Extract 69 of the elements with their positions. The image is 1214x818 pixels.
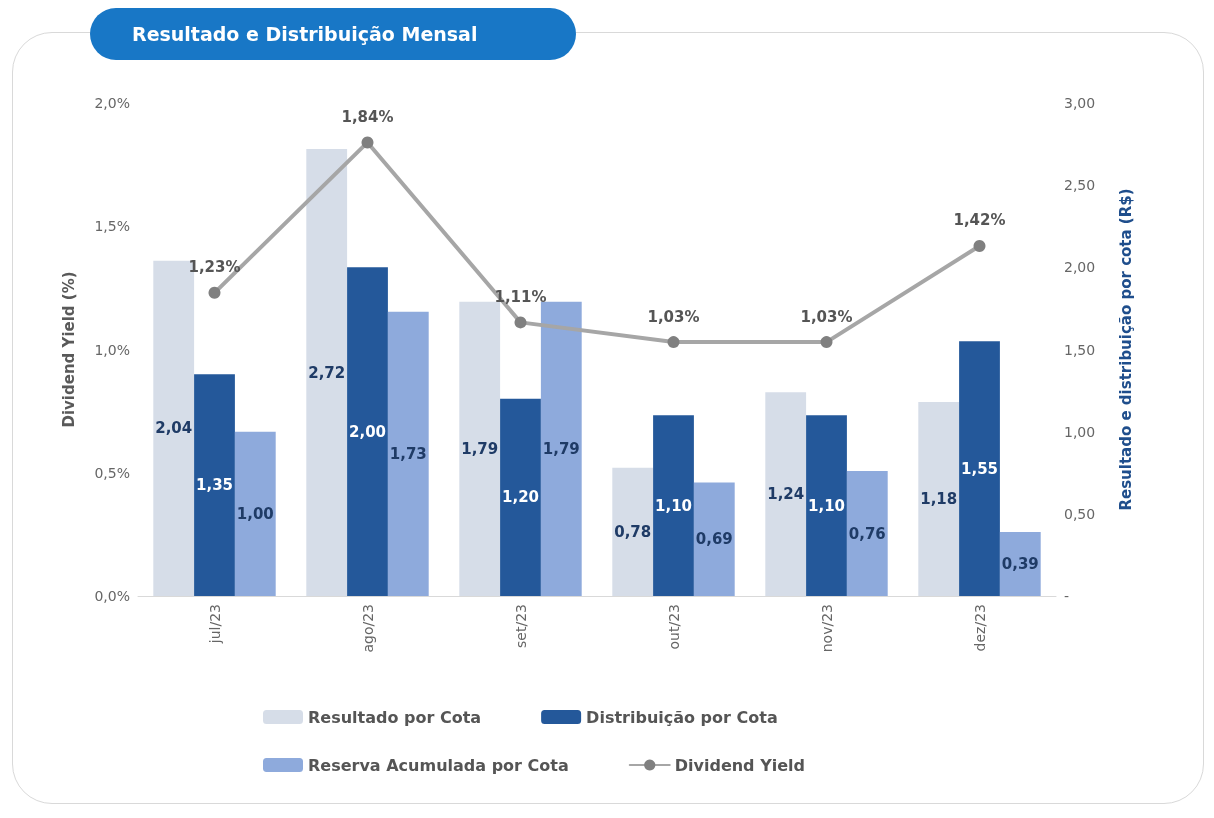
data-label: 2,72 — [308, 363, 346, 382]
x-tick-label: set/23 — [512, 604, 529, 648]
y-tick-label: 2,0% — [94, 95, 130, 111]
y2-tick-label: 2,00 — [1064, 259, 1096, 276]
y2-axis-title: Resultado e distribuição por cota (R$) — [1116, 188, 1135, 511]
x-tick-label: jul/23 — [206, 604, 223, 645]
x-tick-label: ago/23 — [359, 604, 376, 653]
data-label: 1,35 — [195, 476, 234, 495]
data-label: 1,73 — [389, 444, 427, 463]
x-tick-label: out/23 — [665, 604, 682, 650]
point — [361, 136, 374, 149]
y-tick-label: 1,0% — [94, 341, 130, 358]
bar — [846, 471, 888, 596]
legend-label: Resultado por Cota — [308, 707, 482, 727]
data-label: 1,00 — [236, 504, 274, 523]
data-label: 0,39 — [1001, 554, 1039, 573]
y2-tick-label: 1,50 — [1064, 341, 1096, 358]
data-label: 1,84% — [341, 107, 394, 126]
data-label: 1,10 — [807, 496, 846, 515]
point — [973, 239, 986, 252]
data-label: 1,11% — [494, 287, 547, 306]
bar — [765, 392, 807, 596]
data-label: 1,79 — [542, 439, 580, 458]
bar — [693, 482, 735, 596]
data-label: 1,42% — [953, 211, 1006, 230]
data-label: 1,24 — [767, 485, 805, 504]
bar — [387, 311, 429, 596]
data-label: 1,79 — [461, 439, 499, 458]
data-label: 1,03% — [800, 307, 853, 326]
data-label: 1,03% — [647, 307, 700, 326]
point — [514, 316, 527, 329]
y2-tick-label: 3,00 — [1064, 95, 1096, 111]
point — [820, 336, 833, 349]
bar — [918, 402, 960, 596]
data-label: 0,76 — [848, 524, 886, 543]
chart-title: Resultado e Distribuição Mensal — [90, 8, 576, 60]
legend-label: Reserva Acumulada por Cota — [308, 755, 569, 775]
data-label: 1,18 — [920, 490, 958, 509]
y-tick-label: 0,5% — [94, 464, 130, 481]
data-label: 2,04 — [155, 419, 193, 438]
data-label: 1,20 — [501, 488, 540, 507]
x-tick-label: dez/23 — [971, 604, 988, 652]
data-label: 2,00 — [348, 422, 387, 441]
bar — [234, 431, 276, 596]
legend-label: Distribuição por Cota — [586, 707, 778, 727]
point — [208, 286, 221, 299]
bar — [612, 467, 654, 596]
data-label: 0,69 — [695, 530, 733, 549]
data-label: 0,78 — [614, 522, 652, 541]
y2-tick-label: - — [1064, 588, 1070, 604]
legend-label: Dividend Yield — [674, 755, 806, 775]
bar — [500, 398, 541, 596]
y-tick-label: 0,0% — [94, 588, 130, 604]
bar — [806, 415, 847, 596]
bar — [306, 149, 348, 596]
data-label: 1,10 — [654, 496, 693, 515]
y2-tick-label: 2,50 — [1064, 177, 1096, 194]
bar — [653, 415, 694, 596]
y-axis-title: Dividend Yield (%) — [59, 271, 78, 428]
point — [667, 336, 680, 349]
bar — [347, 267, 388, 596]
y2-tick-label: 0,50 — [1064, 505, 1096, 522]
y2-tick-label: 1,00 — [1064, 423, 1096, 440]
data-label: 1,55 — [960, 459, 999, 478]
data-label: 1,23% — [188, 258, 241, 277]
y-tick-label: 1,5% — [94, 218, 130, 235]
bar — [959, 341, 1000, 596]
x-tick-label: nov/23 — [818, 604, 835, 653]
bar — [194, 374, 235, 596]
